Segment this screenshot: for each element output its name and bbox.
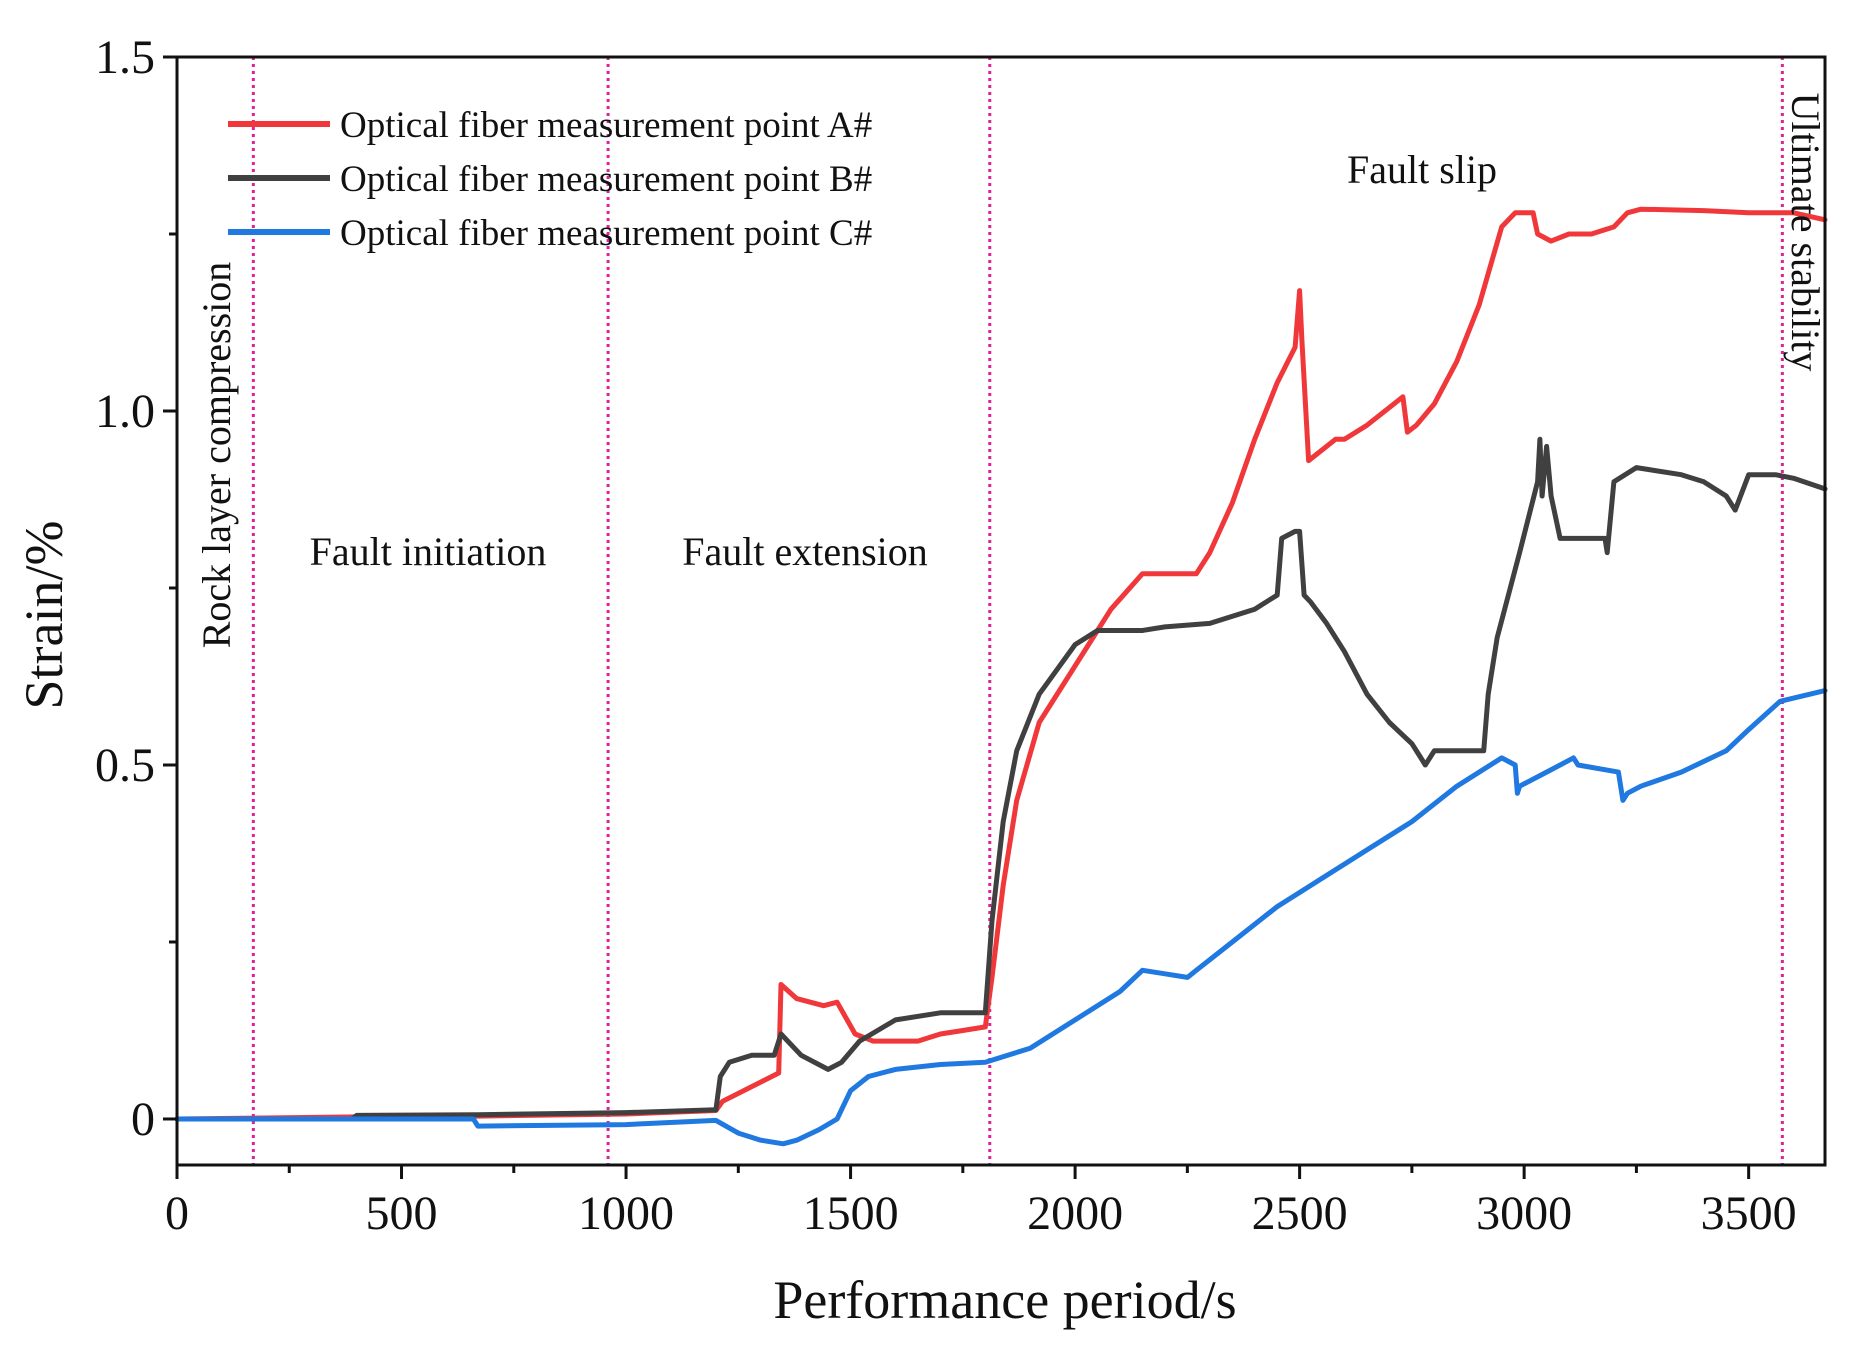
y-axis-title: Strain/% [14,521,74,710]
plot-frame [175,55,1827,1167]
series-line-a [174,206,1828,1122]
stage-label-fault-slip: Fault slip [1347,147,1497,192]
series-line-b [174,436,1828,1122]
stage-label-ultimate-stability: Ultimate stability [1783,93,1828,372]
x-tick-label-7: 3500 [1701,1187,1797,1240]
legend-label-a: Optical fiber measurement point A# [340,105,872,146]
x-tick-label-5: 2500 [1252,1187,1348,1240]
x-tick-label-6: 3000 [1476,1187,1572,1240]
legend-label-c: Optical fiber measurement point C# [340,213,872,254]
x-tick-label-0: 0 [165,1187,189,1240]
y-tick-label-2: 1.0 [95,385,155,438]
x-tick-label-2: 1000 [578,1187,674,1240]
stage-labels: Rock layer compression Fault initiation … [194,93,1828,649]
x-axis-title: Performance period/s [773,1270,1236,1330]
axis-ticks: 0 500 1000 1500 2000 2500 3000 3500 0 0.5 1.0 1.5 [95,31,1797,1240]
x-tick-label-4: 2000 [1027,1187,1123,1240]
y-tick-label-0: 0 [131,1093,155,1146]
legend: Optical fiber measurement point A# Optic… [228,105,872,254]
stage-label-fault-initiation: Fault initiation [310,529,547,574]
stage-label-fault-extension: Fault extension [682,529,928,574]
legend-label-b: Optical fiber measurement point B# [340,159,872,200]
stage-boundary-lines [251,57,1784,1165]
series-line-c [174,688,1828,1147]
series-layer [174,206,1828,1147]
stage-label-rock-compression: Rock layer compression [194,262,239,649]
y-tick-label-3: 1.5 [95,31,155,84]
x-tick-label-3: 1500 [803,1187,899,1240]
x-tick-label-1: 500 [366,1187,438,1240]
y-tick-label-1: 0.5 [95,739,155,792]
